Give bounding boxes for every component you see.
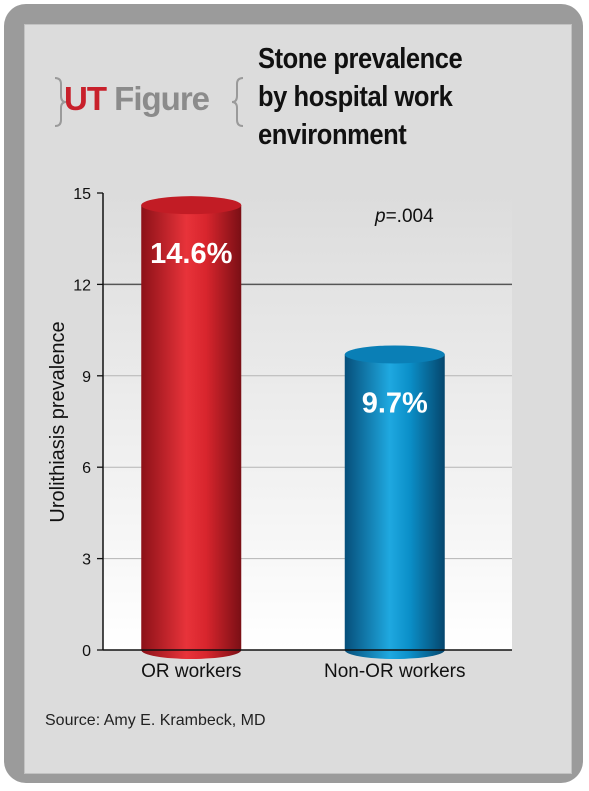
x-category-label: Non-OR workers [324, 661, 465, 682]
bar [344, 354, 445, 659]
bar-top [344, 345, 445, 364]
p-value-prefix: p [374, 206, 386, 227]
y-tick-label: 6 [82, 460, 91, 477]
bar-group: 9.7% [344, 345, 445, 659]
bar-group: 14.6% [141, 196, 242, 659]
y-tick-label: 12 [73, 277, 91, 294]
bar-data-label: 9.7% [362, 387, 428, 419]
y-tick-label: 3 [82, 552, 91, 569]
logo-ut-text: UT [64, 80, 107, 117]
bar-top [141, 196, 242, 215]
logo-brackets [54, 77, 244, 127]
ut-figure-logo: UT Figure [45, 72, 255, 132]
y-tick-label: 0 [82, 643, 91, 660]
title-line-3: environment [258, 119, 407, 151]
y-tick-label: 15 [73, 186, 91, 203]
p-value-annotation: p=.004 [374, 206, 434, 227]
bar-data-label: 14.6% [150, 238, 232, 270]
chart-title: Stone prevalence by hospital work enviro… [258, 40, 504, 154]
source-note: Source: Amy E. Krambeck, MD [45, 712, 266, 729]
bar [141, 205, 242, 659]
title-line-2: by hospital work [258, 81, 453, 113]
title-line-1: Stone prevalence [258, 43, 463, 75]
y-tick-label: 9 [82, 369, 91, 386]
y-axis-label: Urolithiasis prevalence [47, 321, 69, 522]
x-category-label: OR workers [141, 661, 241, 682]
p-value-text: =.004 [386, 206, 435, 227]
logo-figure-text: Figure [114, 80, 210, 117]
